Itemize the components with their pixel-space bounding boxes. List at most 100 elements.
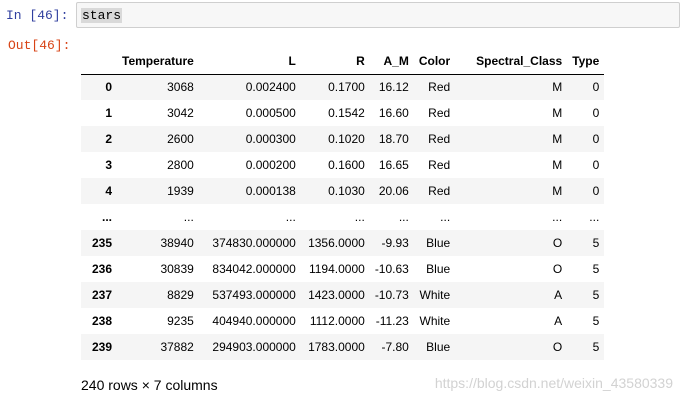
table-cell: Blue bbox=[426, 262, 451, 276]
row-index: 237 bbox=[91, 288, 112, 302]
table-cell: -11.23 bbox=[375, 314, 409, 328]
table-cell: 0.1600 bbox=[328, 158, 365, 172]
table-cell: 0 bbox=[592, 158, 600, 172]
table-cell: 1112.0000 bbox=[309, 314, 365, 328]
table-cell: White bbox=[419, 314, 451, 328]
table-cell: 0.000500 bbox=[245, 106, 296, 120]
table-cell: O bbox=[552, 340, 563, 354]
table-row: 1 3042 0.000500 0.1542 16.60 Red M 0 bbox=[81, 100, 604, 126]
table-cell: 0.1020 bbox=[328, 132, 365, 146]
row-index: 0 bbox=[105, 80, 112, 95]
table-cell: 3042 bbox=[167, 106, 194, 120]
table-cell: O bbox=[552, 262, 563, 276]
table-cell: Blue bbox=[426, 340, 451, 354]
column-header-spectral-class: Spectral_Class bbox=[455, 48, 568, 75]
table-cell: 537493.000000 bbox=[212, 288, 296, 302]
table-cell: 30839 bbox=[160, 262, 194, 276]
input-prompt: In [46]: bbox=[6, 8, 69, 23]
table-header-row: Temperature L R A_M Color Spectral_Class… bbox=[81, 48, 605, 75]
table-cell: 16.12 bbox=[378, 80, 409, 95]
table-cell: M bbox=[552, 80, 563, 95]
table-cell: ... bbox=[398, 210, 409, 224]
table-cell: 3068 bbox=[167, 80, 194, 95]
table-cell: 0.000200 bbox=[245, 158, 296, 172]
dataframe-table: Temperature L R A_M Color Spectral_Class… bbox=[81, 48, 605, 360]
table-cell: Red bbox=[428, 132, 451, 146]
row-index: 239 bbox=[91, 340, 112, 354]
table-row: 235 38940 374830.000000 1356.0000 -9.93 Blue O… bbox=[81, 230, 605, 256]
table-cell: -10.73 bbox=[374, 288, 409, 302]
table-cell: White bbox=[419, 288, 451, 302]
output-prompt: Out[46]: bbox=[8, 38, 71, 53]
table-cell: M bbox=[552, 158, 563, 172]
table-cell: 9235 bbox=[167, 314, 194, 328]
table-cell: 0.1030 bbox=[328, 184, 365, 198]
table-cell: O bbox=[552, 236, 563, 250]
column-header-type: Type bbox=[567, 48, 605, 75]
row-index: 1 bbox=[105, 106, 112, 120]
table-cell: ... bbox=[552, 210, 563, 224]
table-row: 4 1939 0.000138 0.1030 20.06 Red M 0 bbox=[81, 178, 605, 204]
row-index: 2 bbox=[105, 132, 112, 146]
table-cell: 1939 bbox=[167, 184, 194, 198]
table-cell: 0.002400 bbox=[245, 80, 296, 95]
table-cell: 0 bbox=[592, 184, 600, 198]
table-cell: 0 bbox=[592, 132, 600, 146]
table-row: 238 9235 404940.000000 1112.0000 -11.23 White… bbox=[81, 308, 604, 334]
row-index: 236 bbox=[91, 262, 112, 276]
table-cell: 1194.0000 bbox=[308, 262, 365, 276]
table-cell: 0.1700 bbox=[328, 80, 365, 95]
table-cell: ... bbox=[285, 210, 296, 224]
table-row: 237 8829 537493.000000 1423.0000 -10.73 White… bbox=[81, 282, 605, 308]
table-row: 239 37882 294903.000000 1783.0000 -7.80 Blue O… bbox=[81, 334, 605, 360]
table-cell: 404940.000000 bbox=[212, 314, 296, 328]
table-cell: M bbox=[552, 106, 563, 120]
table-cell: 38940 bbox=[160, 236, 194, 250]
table-cell: -9.93 bbox=[381, 236, 409, 250]
table-cell: 5 bbox=[592, 314, 600, 328]
table-cell: 0.000300 bbox=[245, 132, 296, 146]
table-row: 0 3068 0.002400 0.1700 16.12 Red M 0 bbox=[81, 74, 605, 100]
code-cell[interactable]: stars bbox=[76, 2, 680, 28]
table-cell: 5 bbox=[592, 262, 600, 276]
table-shape-caption: 240 rows × 7 columns bbox=[81, 377, 218, 393]
column-header-temperature: Temperature bbox=[117, 48, 199, 75]
row-index: ... bbox=[101, 210, 112, 224]
table-cell: 2600 bbox=[167, 132, 194, 146]
watermark: https://blog.csdn.net/weixin_43580339 bbox=[434, 375, 673, 391]
code-input[interactable]: stars bbox=[81, 8, 123, 23]
table-cell: 1356.0000 bbox=[308, 236, 365, 250]
index-header bbox=[81, 48, 117, 75]
table-cell: -7.80 bbox=[381, 340, 409, 354]
table-cell: M bbox=[552, 132, 563, 146]
table-body: 0 3068 0.002400 0.1700 16.12 Red M 0 1 3042 0.0005… bbox=[81, 74, 605, 360]
table-cell: 5 bbox=[592, 340, 600, 354]
table-row: 236 30839 834042.000000 1194.0000 -10.63 Blue… bbox=[81, 256, 604, 282]
table-cell: 2800 bbox=[167, 158, 194, 172]
table-cell: 0.1542 bbox=[328, 106, 365, 120]
table-cell: 37882 bbox=[160, 340, 194, 354]
row-index: 4 bbox=[105, 184, 112, 198]
table-cell: 1423.0000 bbox=[308, 288, 365, 302]
table-row: ........................ bbox=[81, 204, 604, 230]
table-cell: 0.000138 bbox=[245, 184, 296, 198]
table-cell: 8829 bbox=[167, 288, 194, 302]
table-cell: 16.65 bbox=[378, 158, 409, 172]
table-cell: Blue bbox=[426, 236, 451, 250]
table-row: 3 2800 0.000200 0.1600 16.65 Red M 0 bbox=[81, 152, 604, 178]
table-cell: -10.63 bbox=[374, 262, 409, 276]
row-index: 238 bbox=[91, 314, 112, 328]
table-cell: ... bbox=[354, 210, 365, 224]
column-header-r: R bbox=[300, 48, 370, 75]
table-cell: Red bbox=[428, 106, 451, 120]
table-cell: M bbox=[552, 184, 563, 198]
table-cell: A bbox=[554, 314, 563, 328]
table-cell: 18.70 bbox=[378, 132, 409, 146]
table-cell: 374830.000000 bbox=[212, 236, 296, 250]
table-cell: ... bbox=[589, 210, 600, 224]
column-header-l: L bbox=[198, 48, 301, 75]
column-header-a-m: A_M bbox=[369, 48, 414, 75]
table-cell: 834042.000000 bbox=[212, 262, 296, 276]
table-row: 2 2600 0.000300 0.1020 18.70 Red M 0 bbox=[81, 126, 605, 152]
table-cell: 294903.000000 bbox=[212, 340, 296, 354]
